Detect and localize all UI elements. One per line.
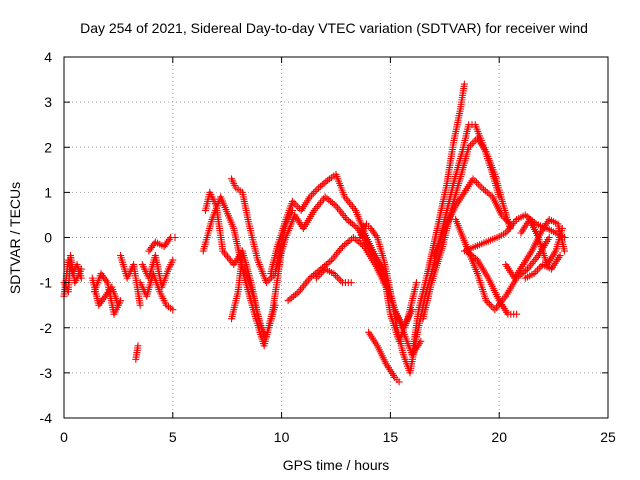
data-point <box>347 279 355 287</box>
data-point <box>460 80 468 88</box>
data-point <box>136 301 144 309</box>
y-axis-label: SDTVAR / TECUs <box>7 182 23 294</box>
data-point <box>238 252 246 260</box>
series-trace-f <box>132 342 142 363</box>
grid-lines <box>64 57 608 418</box>
data-point <box>408 306 416 314</box>
data-point <box>171 234 179 241</box>
data-point <box>395 378 403 386</box>
x-tick-label: 20 <box>491 429 507 445</box>
series-trace-i <box>145 234 179 255</box>
series-trace-s <box>356 220 421 377</box>
data-point <box>556 252 564 260</box>
series-trace-t <box>365 328 403 386</box>
y-tick-label: 1 <box>44 184 52 200</box>
data-point <box>117 297 125 305</box>
data-point <box>271 301 279 309</box>
chart-title: Day 254 of 2021, Sidereal Day-to-day VTE… <box>80 20 588 36</box>
data-point <box>77 265 85 273</box>
data-markers <box>60 80 568 386</box>
y-tick-label: -4 <box>40 410 53 426</box>
data-point <box>169 256 177 264</box>
data-point <box>545 234 553 241</box>
series-trace-b <box>60 252 85 296</box>
series-trace-n <box>241 265 279 341</box>
series-trace-ac <box>517 215 566 269</box>
y-tick-label: 4 <box>44 49 52 65</box>
series-trace-d <box>90 270 125 318</box>
y-tick-label: -3 <box>40 365 53 381</box>
data-point <box>134 342 142 350</box>
series-trace-r <box>312 265 355 287</box>
y-tick-label: 2 <box>44 139 52 155</box>
data-point <box>513 310 521 318</box>
series-trace-x <box>430 175 514 260</box>
x-tick-label: 5 <box>169 429 177 445</box>
y-tick-label: 3 <box>44 94 52 110</box>
series-trace-g <box>136 270 177 314</box>
x-tick-label: 15 <box>383 429 399 445</box>
series-trace-w <box>419 134 514 323</box>
y-tick-label: 0 <box>44 230 52 246</box>
series-trace-z <box>463 247 521 318</box>
y-tick-label: -1 <box>40 275 53 291</box>
data-point <box>560 247 568 255</box>
axis-ticks: 0 5 10 15 20 25 -4 -3 -2 -1 0 1 2 3 4 <box>40 49 616 445</box>
data-point <box>169 306 177 314</box>
series-trace-e <box>117 252 144 309</box>
x-tick-label: 10 <box>274 429 290 445</box>
data-point <box>413 279 421 287</box>
series-trace-ad <box>521 252 564 282</box>
y-tick-label: -2 <box>40 320 53 336</box>
series-trace-m <box>228 252 246 323</box>
x-axis-label: GPS time / hours <box>283 457 390 473</box>
x-tick-label: 25 <box>600 429 616 445</box>
x-tick-label: 0 <box>60 429 68 445</box>
data-point <box>558 224 566 232</box>
series-trace-h <box>138 252 177 291</box>
